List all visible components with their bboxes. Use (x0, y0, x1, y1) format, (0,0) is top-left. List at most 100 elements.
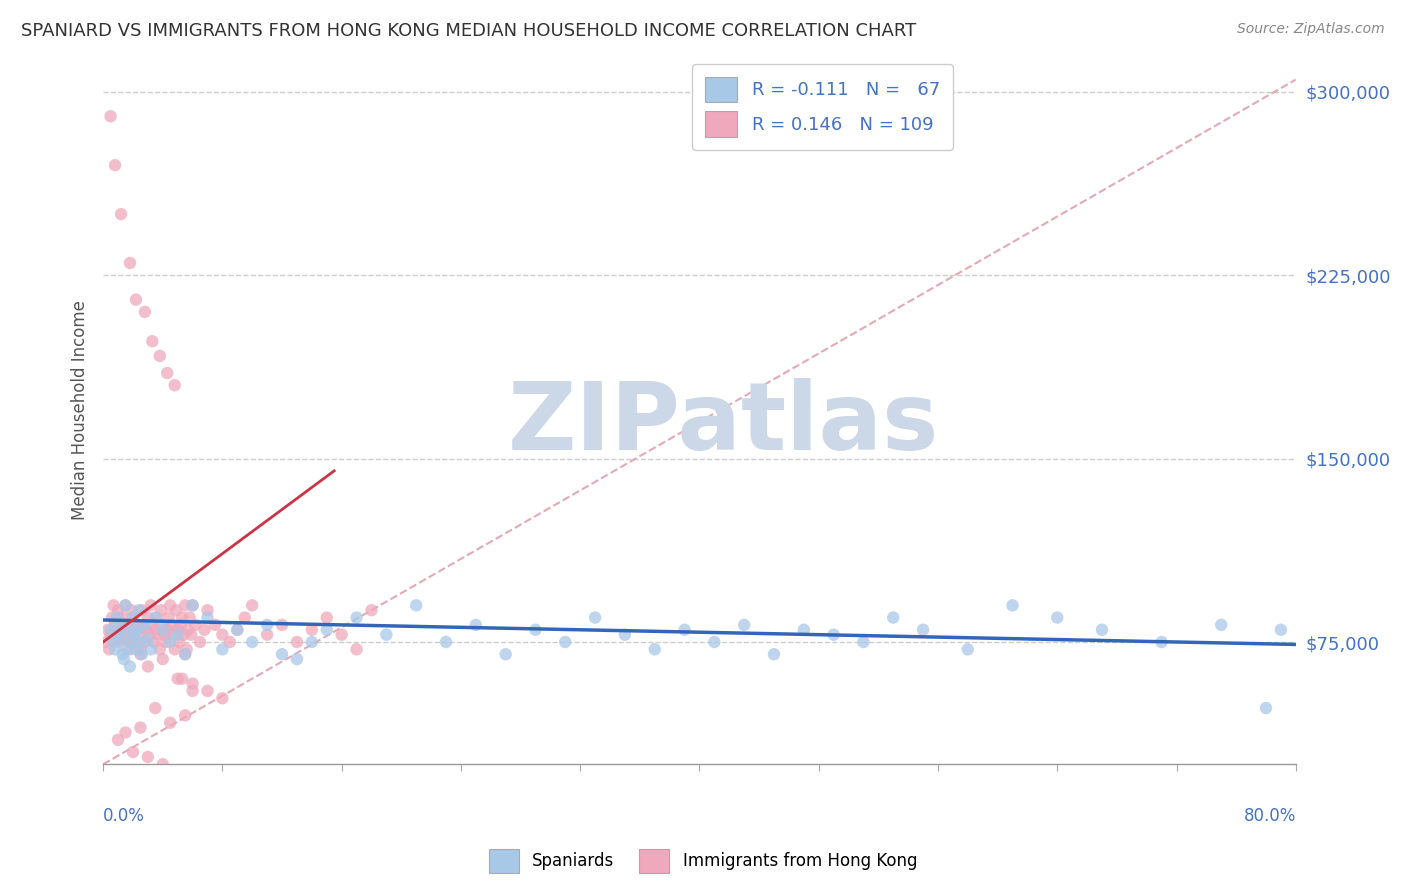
Point (882, 610, 904, 624)
Point (554, 635, 576, 649)
Point (128, 603, 150, 617)
Point (160, 618, 183, 632)
Point (112, 628, 135, 642)
Point (117, 623, 139, 637)
Point (169, 618, 191, 632)
Point (240, 599, 263, 613)
Point (143, 701, 166, 715)
Point (165, 603, 187, 617)
Point (172, 610, 194, 624)
Point (1270, 623, 1292, 637)
Point (120, 635, 142, 649)
Point (912, 623, 935, 637)
Point (346, 610, 368, 624)
Point (114, 725, 136, 739)
Point (315, 610, 337, 624)
Point (122, 745, 145, 759)
Point (111, 610, 134, 624)
Point (197, 603, 219, 617)
Point (375, 628, 398, 642)
Point (583, 610, 606, 624)
Point (135, 623, 157, 637)
Point (174, 708, 197, 723)
Point (172, 672, 194, 686)
Point (218, 635, 240, 649)
Point (176, 642, 198, 657)
Point (159, 635, 181, 649)
Point (166, 623, 188, 637)
Point (793, 623, 815, 637)
Point (149, 349, 172, 363)
Point (139, 599, 162, 613)
Point (179, 610, 201, 624)
Point (128, 628, 150, 642)
Point (150, 603, 173, 617)
Point (107, 628, 129, 642)
Point (1150, 635, 1173, 649)
Point (110, 207, 132, 221)
Point (143, 623, 166, 637)
Point (143, 610, 166, 624)
Point (132, 618, 155, 632)
Point (139, 642, 162, 657)
Point (104, 642, 127, 657)
Point (114, 599, 136, 613)
Text: 80.0%: 80.0% (1243, 807, 1296, 825)
Text: 0.0%: 0.0% (103, 807, 145, 825)
Legend: R = -0.111   N =   67, R = 0.146   N = 109: R = -0.111 N = 67, R = 0.146 N = 109 (692, 64, 953, 150)
Point (120, 603, 142, 617)
Point (134, 635, 156, 649)
Point (159, 715, 181, 730)
Point (112, 652, 135, 666)
Point (1001, 599, 1024, 613)
Point (197, 684, 219, 698)
Point (211, 691, 233, 706)
Point (256, 628, 278, 642)
Point (226, 623, 249, 637)
Point (204, 618, 226, 632)
Point (193, 623, 215, 637)
Point (103, 599, 125, 613)
Point (136, 632, 159, 647)
Point (104, 618, 127, 632)
Point (405, 599, 427, 613)
Point (94, 635, 117, 649)
Point (115, 618, 138, 632)
Point (233, 610, 256, 624)
Point (107, 610, 129, 624)
Point (181, 684, 204, 698)
Point (434, 635, 457, 649)
Point (271, 618, 294, 632)
Point (1254, 701, 1277, 715)
Point (108, 618, 131, 632)
Point (134, 618, 156, 632)
Point (644, 642, 666, 657)
Point (146, 610, 169, 624)
Point (226, 623, 249, 637)
Point (315, 623, 337, 637)
Point (110, 632, 132, 647)
Point (181, 599, 204, 613)
Point (188, 635, 211, 649)
Point (177, 623, 200, 637)
Point (464, 618, 486, 632)
Point (129, 635, 152, 649)
Text: Source: ZipAtlas.com: Source: ZipAtlas.com (1237, 22, 1385, 37)
Point (131, 603, 153, 617)
Point (136, 750, 159, 764)
Point (152, 652, 174, 666)
Point (360, 603, 382, 617)
Point (122, 635, 145, 649)
Point (125, 635, 148, 649)
Point (301, 635, 323, 649)
Point (148, 628, 170, 642)
Point (138, 628, 160, 642)
Point (141, 618, 163, 632)
Point (122, 610, 145, 624)
Point (125, 642, 148, 657)
Point (159, 599, 181, 613)
Point (103, 635, 125, 649)
Point (156, 366, 179, 380)
Point (124, 623, 146, 637)
Point (181, 599, 204, 613)
